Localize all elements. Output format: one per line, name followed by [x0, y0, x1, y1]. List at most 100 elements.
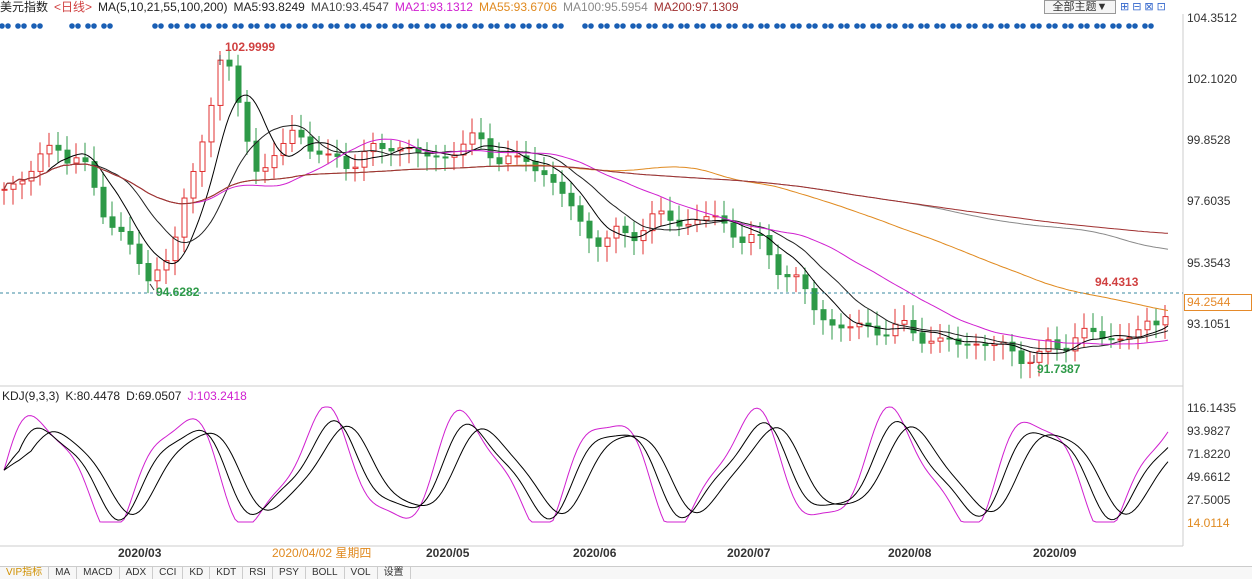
event-dot-b-41: [732, 23, 738, 29]
candle-body-9: [28, 170, 35, 182]
tab-kdt[interactable]: KDT: [210, 567, 244, 579]
event-dot-b-66: [1132, 23, 1138, 29]
tab-vol[interactable]: VOL: [345, 567, 378, 579]
candle-body-63: [190, 170, 197, 199]
ma21-value: MA21:93.1312: [394, 0, 473, 14]
tab-rsi[interactable]: RSI: [243, 567, 273, 579]
event-dot-b-48: [844, 23, 850, 29]
ma-params[interactable]: MA(5,10,21,55,100,200): [98, 0, 228, 14]
candle-body-105: [316, 150, 323, 155]
candle-body-312: [937, 337, 944, 342]
event-dot-35: [630, 23, 636, 29]
candle-body-141: [424, 151, 431, 157]
tab-vip[interactable]: VIP指标: [0, 567, 50, 579]
candle-body-348: [1045, 339, 1052, 352]
candle-body-162: [487, 138, 494, 159]
event-dot-12: [248, 23, 254, 29]
kdj-params[interactable]: KDJ(9,3,3): [2, 389, 60, 403]
event-dot-b-52: [908, 23, 914, 29]
event-dot-27: [488, 23, 494, 29]
event-dot-b-27: [494, 23, 500, 29]
low2-annotation: 91.7387: [1037, 362, 1081, 376]
event-dot-1: [15, 23, 21, 29]
candle-body-33: [100, 186, 107, 218]
event-dot-b-0: [5, 23, 11, 29]
event-dot-16: [312, 23, 318, 29]
candle-body-75: [226, 59, 233, 67]
candle-body-156: [469, 132, 476, 145]
candle-body-270: [811, 288, 818, 311]
event-dot-23: [424, 23, 430, 29]
tab-cci[interactable]: CCI: [153, 567, 184, 579]
candle-body-219: [658, 210, 665, 215]
candle-body-21: [64, 149, 71, 164]
candle-body-90: [271, 155, 278, 169]
event-dot-31: [552, 23, 558, 29]
event-dot-30: [536, 23, 542, 29]
toolbar-icons[interactable]: ⊞⊟⊠⊡: [1120, 1, 1169, 13]
event-dot-36: [646, 23, 652, 29]
event-dot-60: [1030, 23, 1036, 29]
ma10-line: [3, 124, 1169, 351]
event-dot-39: [694, 23, 700, 29]
time-label-0: 2020/03: [118, 546, 162, 560]
candle-body-81: [244, 101, 251, 142]
event-dot-28: [504, 23, 510, 29]
candle-body-201: [604, 237, 611, 247]
event-dot-b-33: [604, 23, 610, 29]
candle-body-387: [1162, 316, 1169, 326]
kdj-tick-3: 71.8220: [1187, 447, 1231, 461]
candle-body-186: [559, 181, 566, 194]
time-label-6: 2020/09: [1033, 546, 1077, 560]
kdj-j-value: J:103.2418: [187, 389, 247, 403]
kdj-d-line: [3, 425, 1169, 516]
candle-body-72: [217, 59, 224, 106]
ma10-value: MA10:93.4547: [310, 0, 389, 14]
event-dot-50: [870, 23, 876, 29]
tab-adx[interactable]: ADX: [120, 567, 154, 579]
tab-settings[interactable]: 设置: [378, 567, 411, 579]
candle-body-78: [235, 65, 242, 103]
candle-body-123: [370, 142, 377, 153]
event-dot-43: [758, 23, 764, 29]
candle-body-99: [298, 129, 305, 138]
candle-body-51: [154, 269, 161, 282]
candle-body-342: [1027, 361, 1034, 364]
event-dot-5: [101, 23, 107, 29]
candle-body-165: [496, 157, 503, 165]
candle-body-192: [577, 205, 584, 222]
theme-select-button[interactable]: 全部主题▼: [1044, 0, 1116, 14]
kdj-j-line: [3, 406, 1169, 523]
event-dot-56: [966, 23, 972, 29]
event-dot-b-18: [350, 23, 356, 29]
candle-body-198: [595, 237, 602, 247]
tab-psy[interactable]: PSY: [273, 567, 306, 579]
event-dot-b-49: [860, 23, 866, 29]
candle-body-96: [289, 129, 296, 144]
period-label[interactable]: <日线>: [54, 0, 93, 14]
event-dot-4: [85, 23, 91, 29]
event-dot-44: [774, 23, 780, 29]
tab-macd[interactable]: MACD: [77, 567, 120, 579]
price-tick-3: 99.8528: [1187, 133, 1231, 147]
candle-body-216: [649, 213, 656, 232]
event-dot-45: [790, 23, 796, 29]
tab-kd[interactable]: KD: [183, 567, 211, 579]
ma200-value: MA200:97.1309: [653, 0, 739, 14]
candle-body-234: [703, 216, 710, 221]
candle-body-54: [163, 260, 170, 271]
event-dot-13: [264, 23, 270, 29]
candle-body-351: [1054, 339, 1061, 349]
event-dot-b-60: [1036, 23, 1042, 29]
candle-body-297: [892, 323, 899, 337]
candle-body-60: [181, 197, 188, 238]
time-label-5: 2020/08: [888, 546, 932, 560]
candle-body-66: [199, 141, 206, 172]
tab-boll[interactable]: BOLL: [306, 567, 345, 579]
event-dot-b-7: [174, 23, 180, 29]
candle-body-345: [1036, 350, 1043, 363]
price-tick-2: 102.1020: [1187, 72, 1238, 86]
tab-ma[interactable]: MA: [49, 567, 78, 579]
candle-body-153: [460, 143, 467, 156]
